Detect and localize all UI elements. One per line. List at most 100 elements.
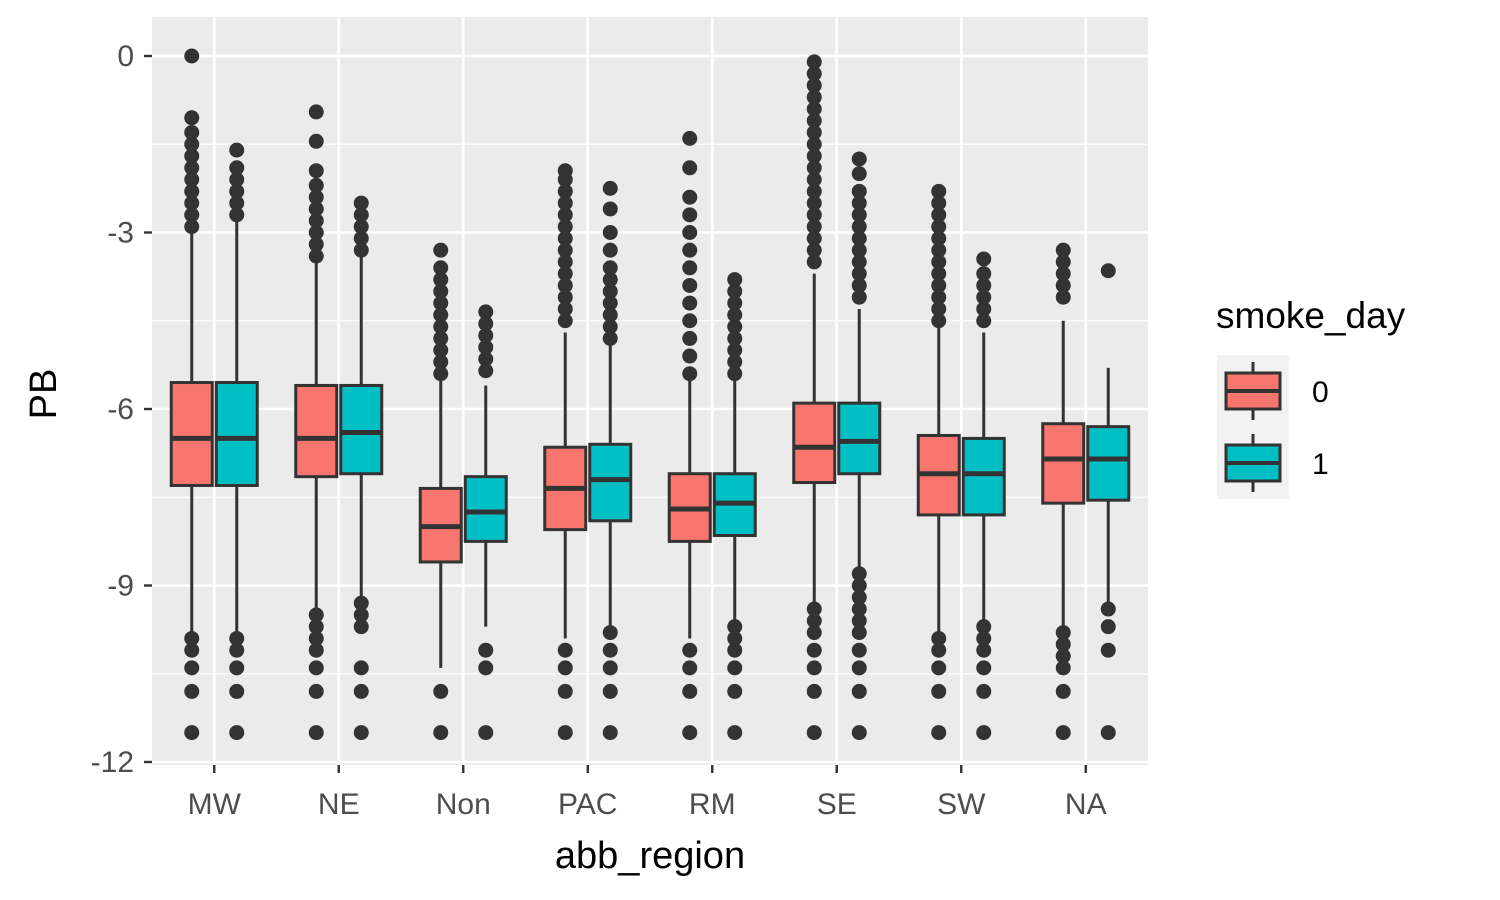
- plot-area: [152, 17, 1148, 765]
- outlier-point: [557, 642, 573, 658]
- outlier-point: [806, 242, 822, 258]
- outlier-point: [184, 183, 200, 199]
- outlier-point: [931, 725, 947, 741]
- outlier-point: [931, 266, 947, 282]
- outlier-point: [727, 307, 743, 323]
- outlier-point: [557, 207, 573, 223]
- outlier-point: [682, 277, 698, 293]
- box-SW-1: [961, 251, 1006, 741]
- outlier-point: [1055, 625, 1071, 641]
- outlier-point: [308, 630, 324, 646]
- outlier-point: [229, 195, 245, 211]
- box-RM-0: [667, 130, 712, 741]
- outlier-point: [1055, 266, 1071, 282]
- outlier-point: [353, 207, 369, 223]
- outlier-point: [478, 725, 494, 741]
- outlier-point: [229, 660, 245, 676]
- outlier-point: [976, 725, 992, 741]
- box-SE-1: [837, 151, 882, 741]
- outlier-point: [1055, 289, 1071, 305]
- outlier-point: [353, 595, 369, 611]
- outlier-point: [602, 225, 618, 240]
- outlier-point: [433, 366, 449, 382]
- box-NA-1: [1086, 263, 1131, 741]
- outlier-point: [433, 683, 449, 699]
- outlier-point: [308, 642, 324, 658]
- y-tick-label: -12: [91, 746, 134, 779]
- outlier-point: [602, 625, 618, 641]
- outlier-point: [727, 642, 743, 658]
- outlier-point: [308, 660, 324, 676]
- box-rect: [463, 475, 508, 543]
- box-MW-0: [169, 48, 214, 741]
- x-tick-label: SE: [817, 788, 857, 821]
- box-SE-0: [792, 54, 837, 741]
- y-tick-label: 0: [117, 40, 134, 73]
- outlier-point: [976, 642, 992, 658]
- outlier-point: [931, 630, 947, 646]
- outlier-point: [1100, 619, 1116, 635]
- outlier-point: [308, 683, 324, 699]
- outlier-point: [229, 642, 245, 658]
- outlier-point: [806, 625, 822, 641]
- x-tick-label: PAC: [558, 788, 617, 821]
- outlier-point: [602, 283, 618, 299]
- outlier-point: [308, 104, 324, 120]
- outlier-point: [433, 242, 449, 258]
- outlier-point: [433, 260, 449, 276]
- outlier-point: [602, 725, 618, 741]
- outlier-point: [308, 225, 324, 240]
- outlier-point: [557, 289, 573, 305]
- outlier-point: [851, 578, 867, 593]
- outlier-point: [478, 339, 494, 355]
- outlier-point: [353, 660, 369, 676]
- outlier-point: [184, 630, 200, 646]
- outlier-point: [1055, 683, 1071, 699]
- outlier-point: [557, 230, 573, 246]
- box-SW-0: [916, 183, 961, 741]
- outlier-point: [478, 660, 494, 676]
- outlier-point: [931, 254, 947, 270]
- outlier-point: [682, 642, 698, 658]
- outlier-point: [478, 351, 494, 367]
- outlier-point: [682, 683, 698, 699]
- box-rect: [339, 383, 384, 476]
- outlier-point: [353, 683, 369, 699]
- outlier-point: [851, 642, 867, 658]
- outlier-point: [931, 230, 947, 246]
- outlier-point: [976, 630, 992, 646]
- outlier-point: [851, 277, 867, 293]
- outlier-point: [851, 242, 867, 258]
- outlier-point: [682, 130, 698, 146]
- outlier-point: [851, 230, 867, 246]
- outlier-point: [931, 289, 947, 305]
- outlier-point: [478, 642, 494, 658]
- outlier-point: [308, 201, 324, 217]
- outlier-point: [557, 725, 573, 741]
- outlier-point: [976, 313, 992, 329]
- outlier-point: [308, 177, 324, 193]
- outlier-point: [976, 301, 992, 317]
- outlier-point: [976, 619, 992, 635]
- box-NA-0: [1041, 242, 1086, 741]
- outlier-point: [557, 183, 573, 199]
- box-Non-1: [463, 304, 508, 741]
- x-axis-title: abb_region: [555, 835, 745, 877]
- outlier-point: [806, 148, 822, 164]
- outlier-point: [931, 660, 947, 676]
- outlier-point: [602, 307, 618, 323]
- outlier-point: [308, 725, 324, 741]
- outlier-point: [478, 363, 494, 379]
- outlier-point: [433, 283, 449, 299]
- outlier-point: [1100, 725, 1116, 741]
- outlier-point: [682, 660, 698, 676]
- outlier-point: [682, 260, 698, 276]
- outlier-point: [353, 619, 369, 635]
- outlier-point: [806, 683, 822, 699]
- outlier-point: [229, 160, 245, 176]
- x-tick-label: RM: [689, 788, 736, 821]
- outlier-point: [433, 342, 449, 358]
- outlier-point: [976, 277, 992, 293]
- outlier-point: [229, 725, 245, 741]
- outlier-point: [229, 683, 245, 699]
